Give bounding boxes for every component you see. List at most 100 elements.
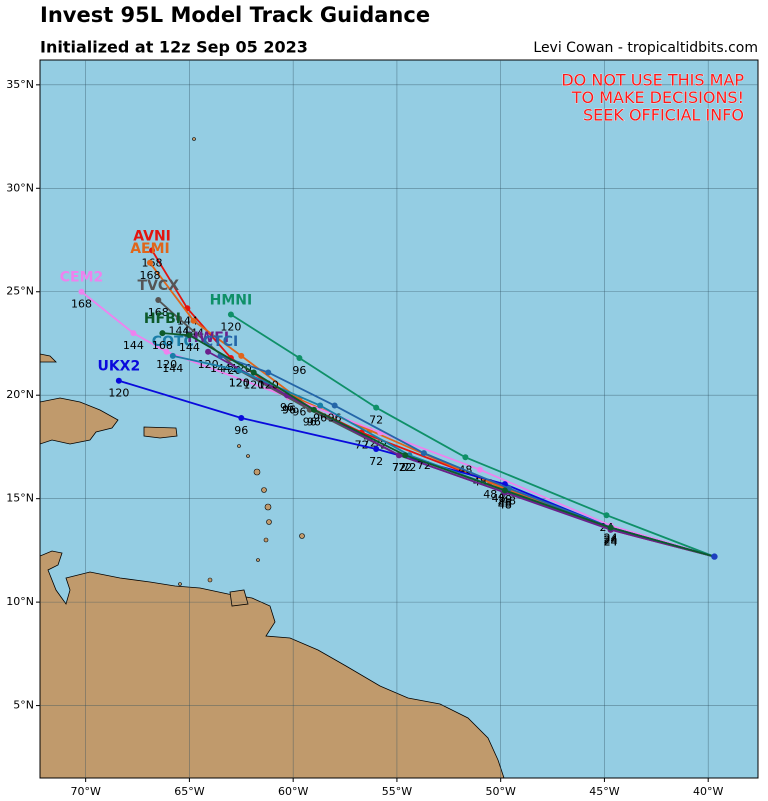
hour-label: 96 [282, 403, 296, 416]
x-tick-label: 55°W [382, 785, 412, 798]
hour-label: 24 [604, 534, 618, 547]
model-label: AVNI [133, 228, 171, 244]
hour-label: 96 [282, 403, 296, 416]
hour-label: 48 [502, 494, 516, 507]
x-tick-label: 50°W [485, 785, 515, 798]
track-point [163, 348, 170, 355]
hour-label: 24 [604, 534, 618, 547]
south-america [40, 550, 505, 778]
model-label: HMNI [210, 293, 253, 309]
hour-label: 72 [402, 461, 416, 474]
warning-line: SEEK OFFICIAL INFO [583, 106, 744, 125]
track-point [420, 450, 427, 457]
frame [39, 59, 759, 779]
title: Invest 95L Model Track Guidance [40, 3, 430, 27]
hour-label: 120 [243, 378, 264, 391]
y-tick-label: 10°N [6, 595, 34, 608]
track-point [238, 414, 245, 421]
track-point [186, 332, 193, 339]
track-line [80, 291, 715, 558]
subtitle: Initialized at 12z Sep 05 2023 [40, 38, 308, 57]
y-tick-label: 25°N [6, 285, 34, 298]
track-point [236, 367, 243, 374]
hour-label: 48 [498, 496, 512, 509]
warning-line: TO MAKE DECISIONS! [571, 88, 744, 107]
hour-label: 144 [179, 341, 200, 354]
hour-label: 96 [292, 364, 306, 377]
hour-label: 48 [483, 488, 497, 501]
track-point [607, 524, 614, 531]
credit: Levi Cowan - tropicaltidbits.com [533, 40, 758, 56]
track-point [115, 377, 122, 384]
track-point [205, 348, 212, 355]
hour-label: 72 [369, 414, 383, 427]
hour-label: 24 [604, 534, 618, 547]
hour-label: 168 [148, 306, 169, 319]
track-line [162, 332, 715, 558]
hour-label: 48 [498, 496, 512, 509]
model-label: TVCX [138, 278, 180, 294]
track-line [207, 350, 715, 558]
model-label: CTCI [203, 334, 238, 350]
hour-label: 72 [392, 461, 406, 474]
hour-label: 24 [604, 534, 618, 547]
track-point [310, 406, 317, 413]
model-label: HFBI [144, 311, 181, 327]
y-tick-label: 15°N [6, 492, 34, 505]
track-point [317, 402, 324, 409]
hour-label: 96 [280, 401, 294, 414]
hour-label: 144 [123, 339, 144, 352]
lesser-antilles [178, 137, 305, 586]
hour-label: 120 [229, 376, 250, 389]
track-point [176, 315, 183, 322]
x-tick-label: 70°W [70, 785, 100, 798]
hour-label: 72 [369, 455, 383, 468]
hour-label: 72 [398, 461, 412, 474]
hour-label: 72 [392, 461, 406, 474]
hour-label: 24 [604, 534, 618, 547]
hour-label: 120 [220, 321, 241, 334]
model-label: UKX2 [97, 359, 140, 375]
track-point [462, 454, 469, 461]
x-tick-label: 60°W [278, 785, 308, 798]
track-point [146, 259, 153, 266]
track-point [402, 452, 409, 459]
track-point [169, 352, 176, 359]
track-point [603, 512, 610, 519]
hour-label: 24 [604, 536, 618, 549]
y-tick-label: 5°N [13, 699, 34, 712]
hour-label: 168 [152, 339, 173, 352]
track-point [227, 311, 234, 318]
model-label: CEM2 [60, 270, 104, 286]
track-line [230, 313, 715, 558]
model-label: AEMI [130, 241, 170, 257]
puerto-rico [143, 426, 178, 439]
hour-label: 144 [177, 314, 198, 327]
hour-label: 48 [492, 492, 506, 505]
hour-label: 168 [139, 269, 160, 282]
track-point [331, 402, 338, 409]
track-point [238, 352, 245, 359]
track-point [296, 354, 303, 361]
y-tick-label: 30°N [6, 181, 34, 194]
track-point [190, 317, 197, 324]
hour-label: 96 [303, 416, 317, 429]
hour-label: 96 [292, 405, 306, 418]
hour-label: 24 [604, 532, 618, 545]
initial-point [711, 553, 718, 560]
x-tick-label: 40°W [693, 785, 723, 798]
y-tick-label: 20°N [6, 388, 34, 401]
hour-label: 24 [604, 536, 618, 549]
hour-label: 120 [108, 387, 129, 400]
model-label: HWFI [187, 330, 229, 346]
track-point [373, 404, 380, 411]
track-point [130, 330, 137, 337]
hour-label: 168 [71, 298, 92, 311]
track-point [373, 446, 380, 453]
track-point [265, 369, 272, 376]
track-point [155, 297, 162, 304]
track-point [78, 288, 85, 295]
tracks: 24487296120144168AVNI24487296120144168AE… [40, 60, 758, 778]
hour-label: 120 [229, 376, 250, 389]
